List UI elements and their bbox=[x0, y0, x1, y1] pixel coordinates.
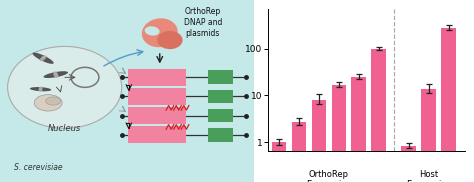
FancyBboxPatch shape bbox=[208, 70, 233, 84]
Bar bbox=[441, 28, 456, 182]
Text: OrthoRep
DNAP and
plasmids: OrthoRep DNAP and plasmids bbox=[184, 7, 222, 38]
Ellipse shape bbox=[157, 31, 182, 49]
Circle shape bbox=[8, 46, 122, 128]
FancyBboxPatch shape bbox=[208, 109, 233, 122]
FancyBboxPatch shape bbox=[128, 107, 186, 124]
Bar bbox=[292, 122, 306, 182]
Bar bbox=[331, 85, 346, 182]
Bar bbox=[272, 142, 286, 182]
Bar bbox=[421, 89, 436, 182]
Bar bbox=[401, 146, 416, 182]
Ellipse shape bbox=[40, 55, 46, 61]
Ellipse shape bbox=[142, 18, 178, 47]
FancyBboxPatch shape bbox=[208, 128, 233, 142]
Ellipse shape bbox=[145, 26, 160, 36]
Text: Host
Expression: Host Expression bbox=[406, 169, 452, 182]
FancyBboxPatch shape bbox=[128, 126, 186, 143]
Text: S. cerevisiae: S. cerevisiae bbox=[14, 163, 63, 172]
Ellipse shape bbox=[46, 97, 61, 105]
Ellipse shape bbox=[53, 71, 58, 78]
Ellipse shape bbox=[33, 53, 54, 64]
Bar bbox=[352, 77, 366, 182]
Bar bbox=[311, 100, 326, 182]
FancyBboxPatch shape bbox=[128, 69, 186, 86]
Text: OrthoRep
Expression: OrthoRep Expression bbox=[306, 169, 352, 182]
Ellipse shape bbox=[38, 87, 43, 92]
Text: Nucleus: Nucleus bbox=[48, 124, 81, 133]
Ellipse shape bbox=[34, 95, 62, 111]
Ellipse shape bbox=[30, 87, 51, 91]
FancyBboxPatch shape bbox=[128, 88, 186, 105]
Ellipse shape bbox=[44, 71, 68, 78]
FancyBboxPatch shape bbox=[208, 90, 233, 103]
Bar bbox=[372, 49, 386, 182]
FancyBboxPatch shape bbox=[0, 0, 259, 182]
